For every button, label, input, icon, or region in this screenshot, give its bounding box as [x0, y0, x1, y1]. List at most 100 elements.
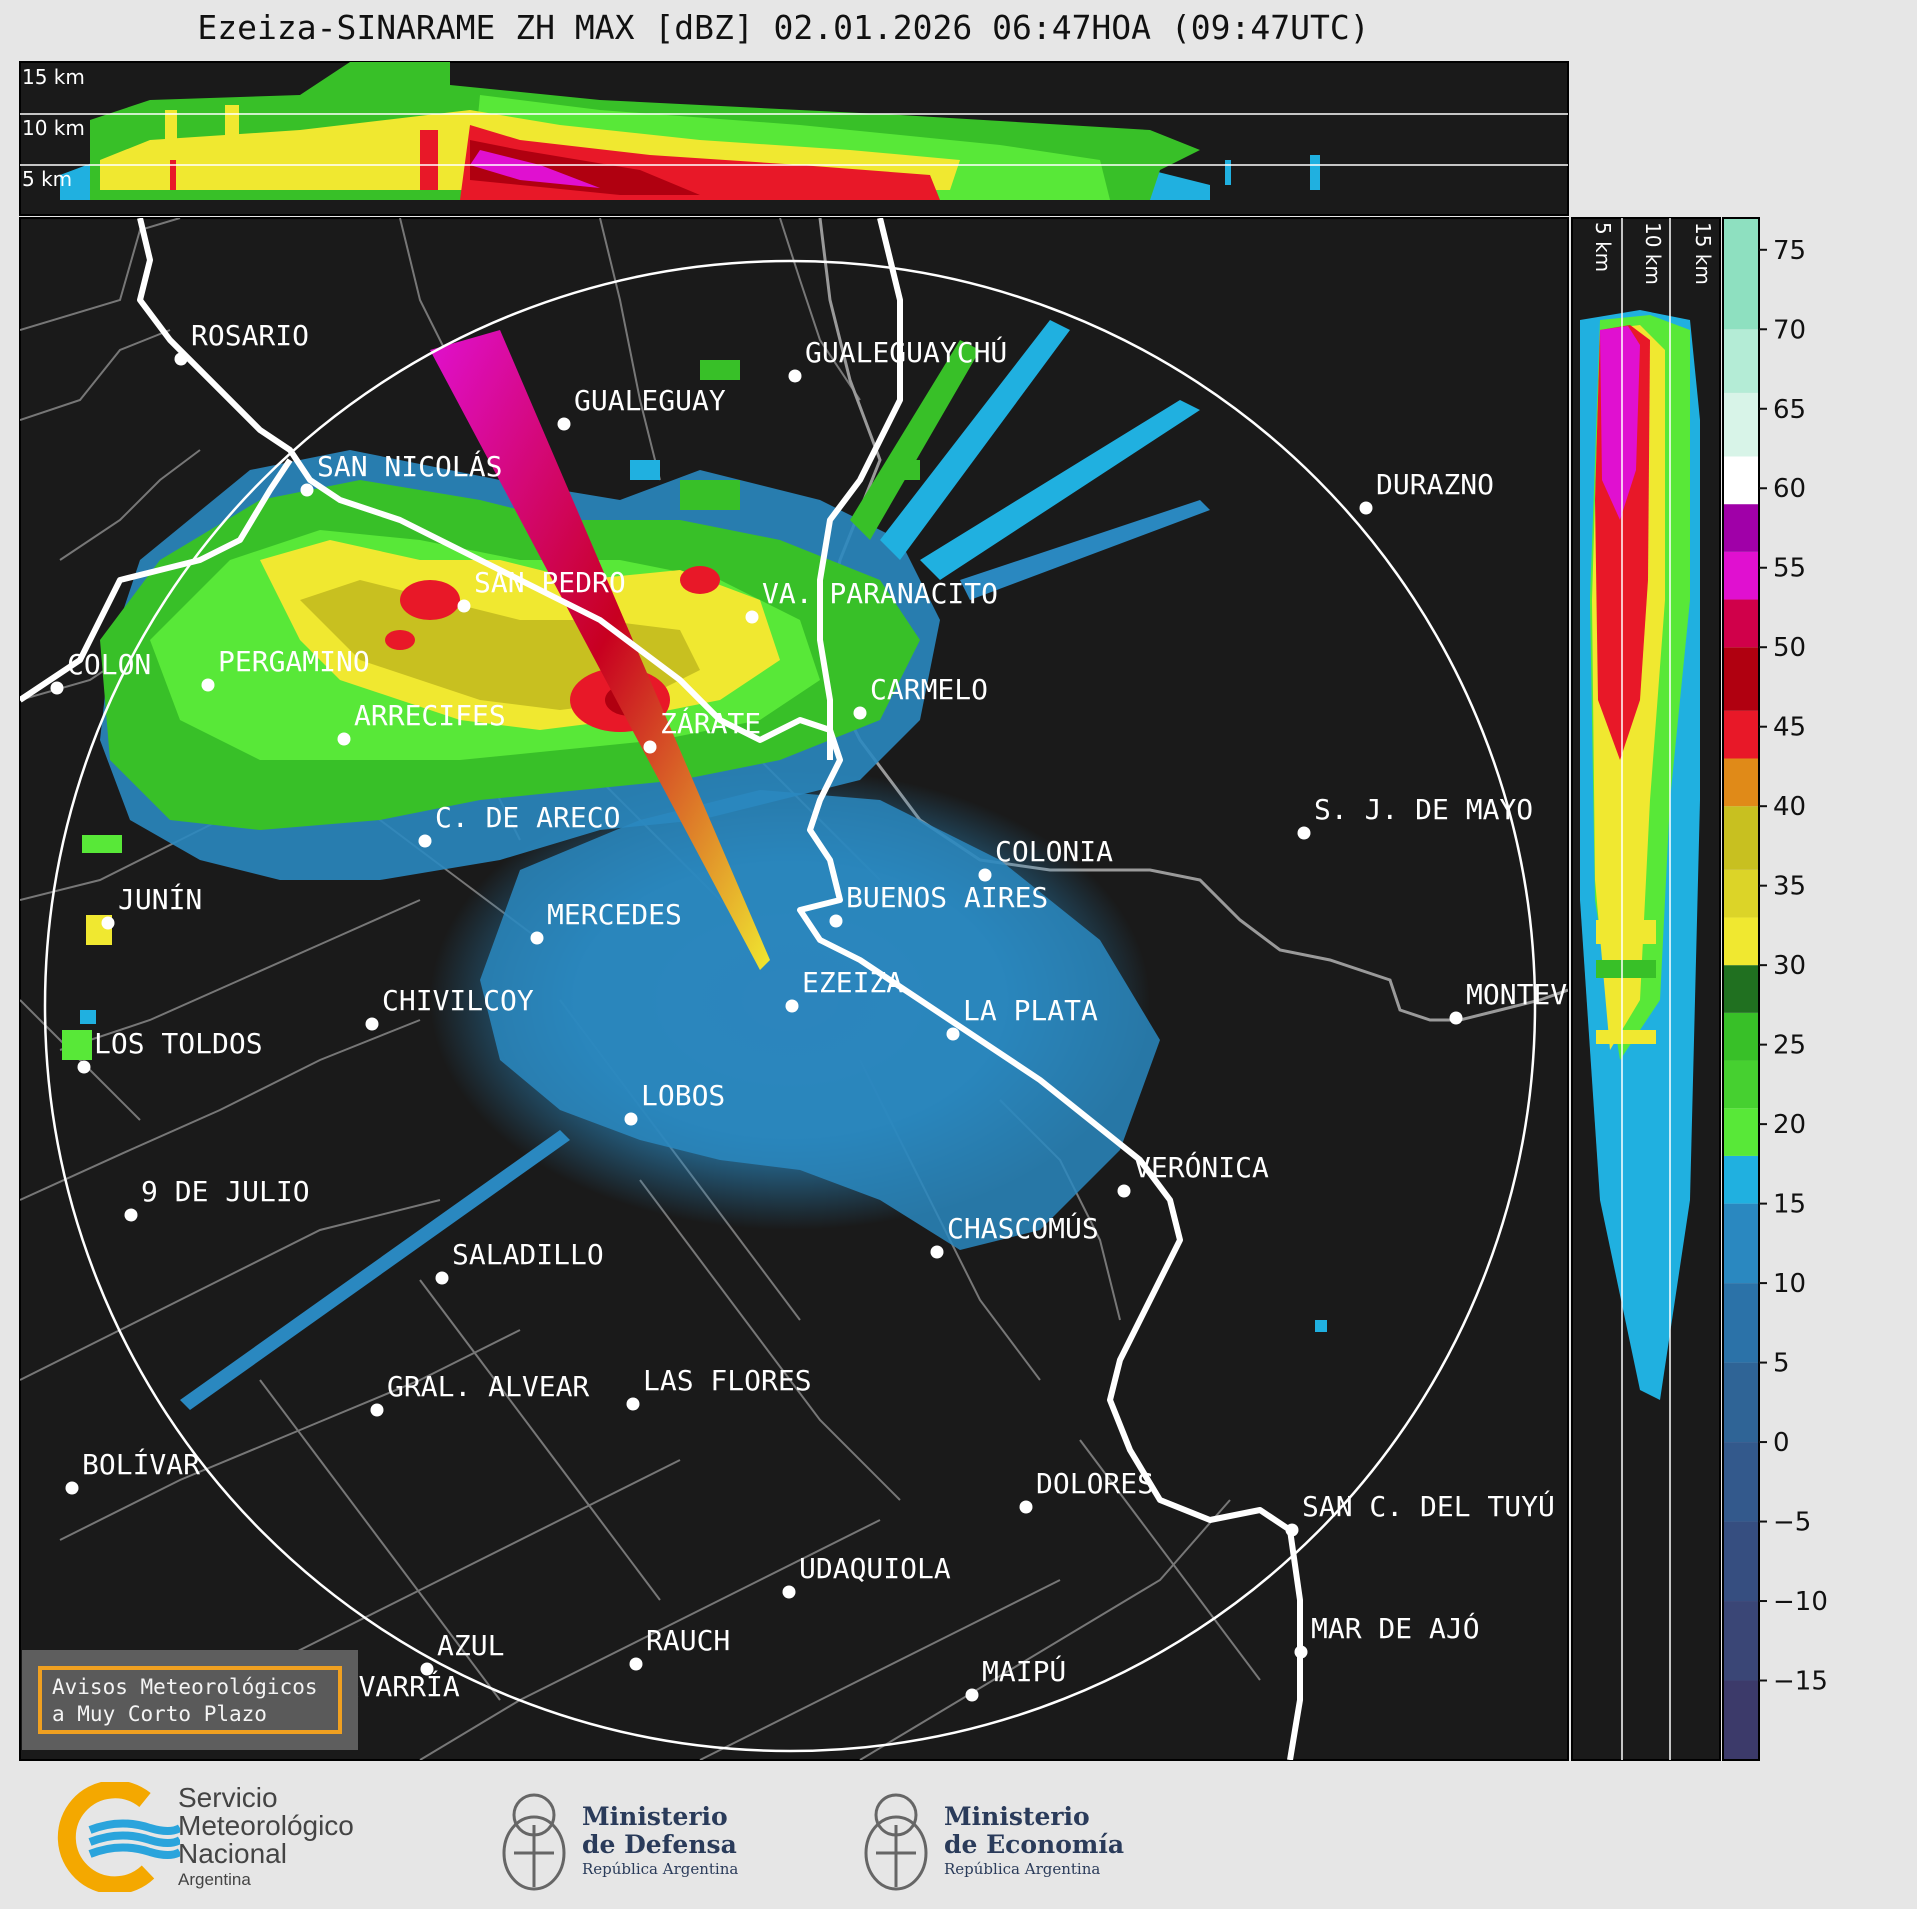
city-marker: GUALEGUAY	[557, 384, 726, 431]
colorbar-swatch	[1723, 917, 1759, 966]
defensa-line-3: República Argentina	[582, 1860, 739, 1878]
city-dot	[370, 1403, 384, 1417]
warning-line-1: Avisos Meteorológicos	[52, 1675, 318, 1699]
city-marker: COLON	[50, 648, 151, 695]
city-label: S. J. DE MAYO	[1314, 793, 1533, 826]
city-marker: BUENOS AIRES	[829, 881, 1048, 928]
city-label: GUALEGUAYCHÚ	[805, 335, 1007, 369]
economia-line-2: de Economía	[944, 1830, 1125, 1859]
radar-map-panel: ROSARIO GUALEGUAYCHÚ GUALEGUAY SAN NICOLÁS D…	[19, 217, 1569, 1761]
city-marker: DOLORES	[1019, 1467, 1154, 1514]
colorbar-swatch	[1723, 1283, 1759, 1363]
city-marker: LAS FLORES	[626, 1364, 812, 1411]
city-marker: LA PLATA	[946, 994, 1098, 1041]
defensa-line-2: de Defensa	[582, 1830, 737, 1859]
city-label: COLONIA	[995, 835, 1113, 868]
city-label: BOLÍVAR	[82, 1447, 200, 1481]
colorbar-swatch	[1723, 329, 1759, 393]
city-label: ROSARIO	[191, 319, 309, 352]
city-dot	[643, 740, 657, 754]
city-marker: SAN NICOLÁS	[300, 449, 502, 497]
smn-logo-icon	[57, 1782, 180, 1892]
coat-of-arms-icon	[864, 1793, 928, 1891]
city-dot	[557, 417, 571, 431]
colorbar-tick-label: 5	[1773, 1349, 1790, 1379]
smn-line-4: Argentina	[178, 1870, 251, 1889]
city-label: GUALEGUAY	[574, 384, 726, 417]
city-label: LAS FLORES	[643, 1364, 812, 1397]
city-dot	[124, 1208, 138, 1222]
colorbar-swatch	[1723, 1680, 1759, 1760]
city-dot	[624, 1112, 638, 1126]
city-marker: SAN C. DEL TUYÚ	[1285, 1489, 1555, 1537]
colorbar-tick-label: 70	[1773, 315, 1806, 345]
city-dot	[930, 1245, 944, 1259]
city-marker: VERÓNICA	[1117, 1150, 1269, 1198]
city-label: SAN C. DEL TUYÚ	[1302, 1489, 1555, 1523]
city-label: CHASCOMÚS	[947, 1211, 1099, 1245]
city-dot	[50, 681, 64, 695]
city-marker: BOLÍVAR	[65, 1447, 200, 1495]
colorbar-tick-label: 75	[1773, 236, 1806, 266]
city-dot	[435, 1271, 449, 1285]
city-marker: C. DE ARECO	[418, 801, 620, 848]
city-dot	[745, 610, 759, 624]
city-marker: LOBOS	[624, 1079, 725, 1126]
warning-line-2: a Muy Corto Plazo	[52, 1702, 267, 1726]
city-label: COLON	[67, 648, 151, 681]
colorbar-tick-label: 0	[1773, 1428, 1790, 1458]
city-marker: CHASCOMÚS	[930, 1211, 1099, 1259]
colorbar-tick-label: 30	[1773, 951, 1806, 981]
city-dot	[978, 868, 992, 882]
warning-box[interactable]: Avisos Meteorológicos a Muy Corto Plazo	[38, 1666, 342, 1734]
chart-title: Ezeiza-SINARAME ZH MAX [dBZ] 02.01.2026 …	[197, 8, 1370, 47]
range-ring	[43, 259, 1537, 1753]
coat-of-arms-icon	[502, 1793, 566, 1891]
city-dot	[1117, 1184, 1131, 1198]
city-label: JUNÍN	[118, 882, 202, 916]
city-dot	[101, 916, 115, 930]
city-dot	[946, 1027, 960, 1041]
city-label: LOBOS	[641, 1079, 725, 1112]
city-dot	[1449, 1011, 1463, 1025]
city-dot	[337, 732, 351, 746]
colorbar-swatch	[1723, 504, 1759, 552]
colorbar-swatch	[1723, 869, 1759, 918]
city-label: VA. PARANACITO	[762, 577, 998, 610]
city-dot	[457, 599, 471, 613]
city-dot	[201, 678, 215, 692]
colorbar-swatch	[1723, 647, 1759, 711]
defensa-line-1: Ministerio	[582, 1802, 728, 1831]
city-dot	[965, 1688, 979, 1702]
top-km-label-15: 15 km	[22, 65, 85, 89]
colorbar-swatch	[1723, 965, 1759, 1013]
city-label: LA PLATA	[963, 994, 1098, 1027]
city-label: CARMELO	[870, 673, 988, 706]
colorbar-swatch	[1723, 806, 1759, 870]
top-km-label-10: 10 km	[22, 116, 85, 140]
colorbar-swatch	[1723, 710, 1759, 759]
city-label: MERCEDES	[547, 898, 682, 931]
city-dot	[629, 1657, 643, 1671]
city-label: 9 DE JULIO	[141, 1175, 310, 1208]
major-borders	[20, 218, 1303, 1760]
city-label: CHIVILCOY	[382, 984, 534, 1017]
smn-line-2: Meteorológico	[178, 1810, 354, 1841]
colorbar-swatches	[1723, 218, 1759, 1760]
city-label: MAIPÚ	[982, 1654, 1066, 1688]
colorbar-tick-label: 40	[1773, 792, 1806, 822]
city-marker: CHIVILCOY	[365, 984, 534, 1031]
city-label: LOS TOLDOS	[94, 1027, 263, 1060]
city-label: ARRECIFES	[354, 699, 506, 732]
colorbar-swatch	[1723, 1108, 1759, 1156]
colorbar-swatch	[1723, 1442, 1759, 1522]
city-marker: DURAZNO	[1359, 468, 1494, 515]
colorbar-swatch	[1723, 1060, 1759, 1109]
city-dot	[1359, 501, 1373, 515]
city-dot	[1285, 1523, 1299, 1537]
colorbar-tick-label: 55	[1773, 554, 1806, 584]
side-km-label-15: 15 km	[1691, 222, 1715, 285]
city-marker: ARRECIFES	[337, 699, 506, 746]
colorbar-tick-label: 45	[1773, 713, 1806, 743]
